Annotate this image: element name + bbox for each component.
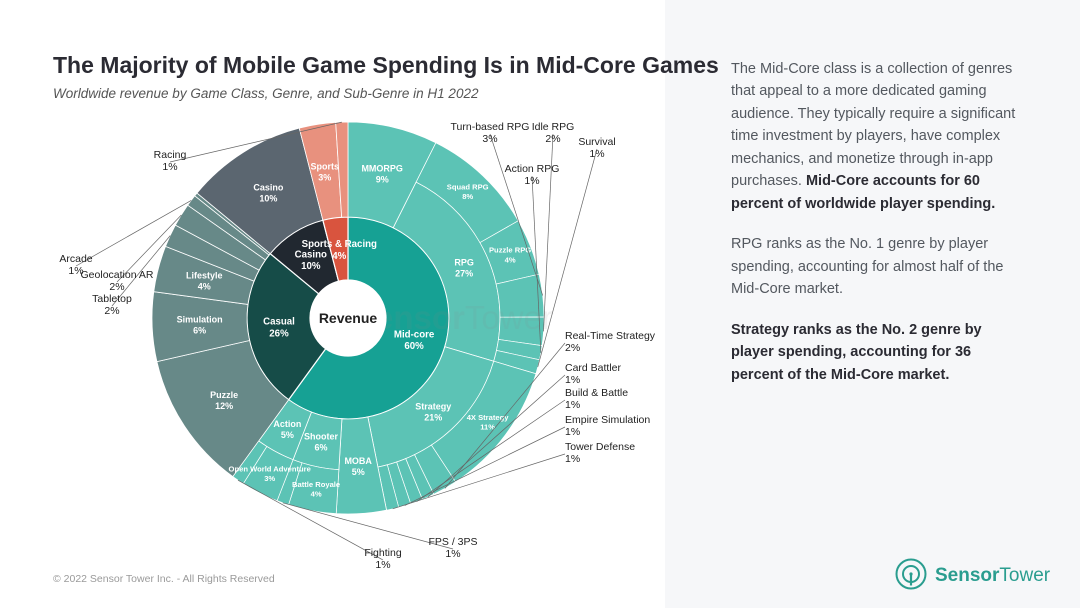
svg-text:1%: 1% [565, 453, 580, 465]
svg-text:4%: 4% [198, 282, 211, 292]
svg-text:Sports & Racing: Sports & Racing [302, 239, 377, 250]
svg-text:2%: 2% [545, 133, 560, 145]
svg-text:4X Strategy: 4X Strategy [467, 413, 510, 422]
svg-text:4%: 4% [505, 255, 516, 264]
svg-text:6%: 6% [314, 443, 327, 453]
svg-text:FPS / 3PS: FPS / 3PS [428, 536, 477, 548]
svg-text:1%: 1% [375, 559, 390, 571]
svg-text:21%: 21% [424, 412, 442, 422]
svg-text:10%: 10% [301, 261, 321, 272]
svg-text:10%: 10% [259, 194, 277, 204]
svg-text:3%: 3% [264, 474, 275, 483]
svg-text:Action RPG: Action RPG [505, 163, 560, 175]
svg-text:Simulation: Simulation [177, 315, 223, 325]
svg-text:Strategy: Strategy [415, 401, 451, 411]
svg-text:RPG: RPG [454, 258, 474, 268]
svg-text:Mid-core: Mid-core [394, 330, 435, 341]
svg-text:9%: 9% [376, 175, 389, 185]
svg-text:Build & Battle: Build & Battle [565, 387, 628, 399]
svg-text:Puzzle RPG: Puzzle RPG [489, 246, 531, 255]
svg-text:3%: 3% [482, 133, 497, 145]
svg-text:Tower Defense: Tower Defense [565, 441, 635, 453]
svg-text:1%: 1% [524, 175, 539, 187]
svg-text:Revenue: Revenue [319, 310, 378, 326]
svg-text:1%: 1% [445, 548, 460, 560]
svg-text:4%: 4% [332, 251, 346, 262]
svg-text:5%: 5% [281, 430, 294, 440]
svg-text:27%: 27% [455, 269, 473, 279]
svg-text:Geolocation AR: Geolocation AR [81, 269, 154, 281]
svg-text:1%: 1% [589, 148, 604, 160]
svg-text:Battle Royale: Battle Royale [292, 480, 340, 489]
svg-text:Open World Adventure: Open World Adventure [229, 464, 311, 473]
svg-text:2%: 2% [565, 342, 580, 354]
svg-text:Real-Time Strategy: Real-Time Strategy [565, 330, 656, 342]
svg-text:Shooter: Shooter [304, 432, 338, 442]
svg-text:Empire Simulation: Empire Simulation [565, 414, 650, 426]
svg-text:12%: 12% [215, 401, 233, 411]
svg-text:60%: 60% [404, 341, 424, 352]
svg-text:1%: 1% [565, 426, 580, 438]
svg-text:Racing: Racing [154, 149, 187, 161]
svg-text:Fighting: Fighting [364, 547, 402, 559]
svg-text:Casino: Casino [295, 249, 327, 260]
svg-text:Card Battler: Card Battler [565, 362, 622, 374]
svg-text:Arcade: Arcade [59, 253, 92, 265]
svg-text:Survival: Survival [578, 136, 615, 148]
svg-text:Lifestyle: Lifestyle [186, 271, 223, 281]
svg-text:Casual: Casual [263, 317, 295, 328]
svg-text:8%: 8% [462, 192, 473, 201]
svg-text:Tabletop: Tabletop [92, 293, 132, 305]
svg-text:1%: 1% [565, 374, 580, 386]
svg-text:Turn-based RPG: Turn-based RPG [451, 121, 530, 133]
svg-text:4%: 4% [311, 490, 322, 499]
svg-text:Casino: Casino [253, 183, 284, 193]
svg-text:Puzzle: Puzzle [210, 390, 238, 400]
svg-text:MOBA: MOBA [344, 456, 372, 466]
svg-text:5%: 5% [352, 467, 365, 477]
svg-text:Idle RPG: Idle RPG [532, 121, 575, 133]
svg-text:2%: 2% [109, 281, 124, 293]
svg-text:6%: 6% [193, 326, 206, 336]
svg-text:SensorTower: SensorTower [935, 565, 1051, 586]
svg-text:1%: 1% [565, 399, 580, 411]
svg-text:Squad RPG: Squad RPG [447, 183, 489, 192]
svg-text:26%: 26% [269, 328, 289, 339]
svg-text:Sports: Sports [311, 161, 340, 171]
svg-text:MMORPG: MMORPG [361, 164, 403, 174]
svg-text:3%: 3% [318, 172, 331, 182]
svg-text:1%: 1% [162, 161, 177, 173]
svg-text:Action: Action [273, 419, 301, 429]
svg-text:1%: 1% [68, 265, 83, 277]
svg-text:2%: 2% [104, 305, 119, 317]
